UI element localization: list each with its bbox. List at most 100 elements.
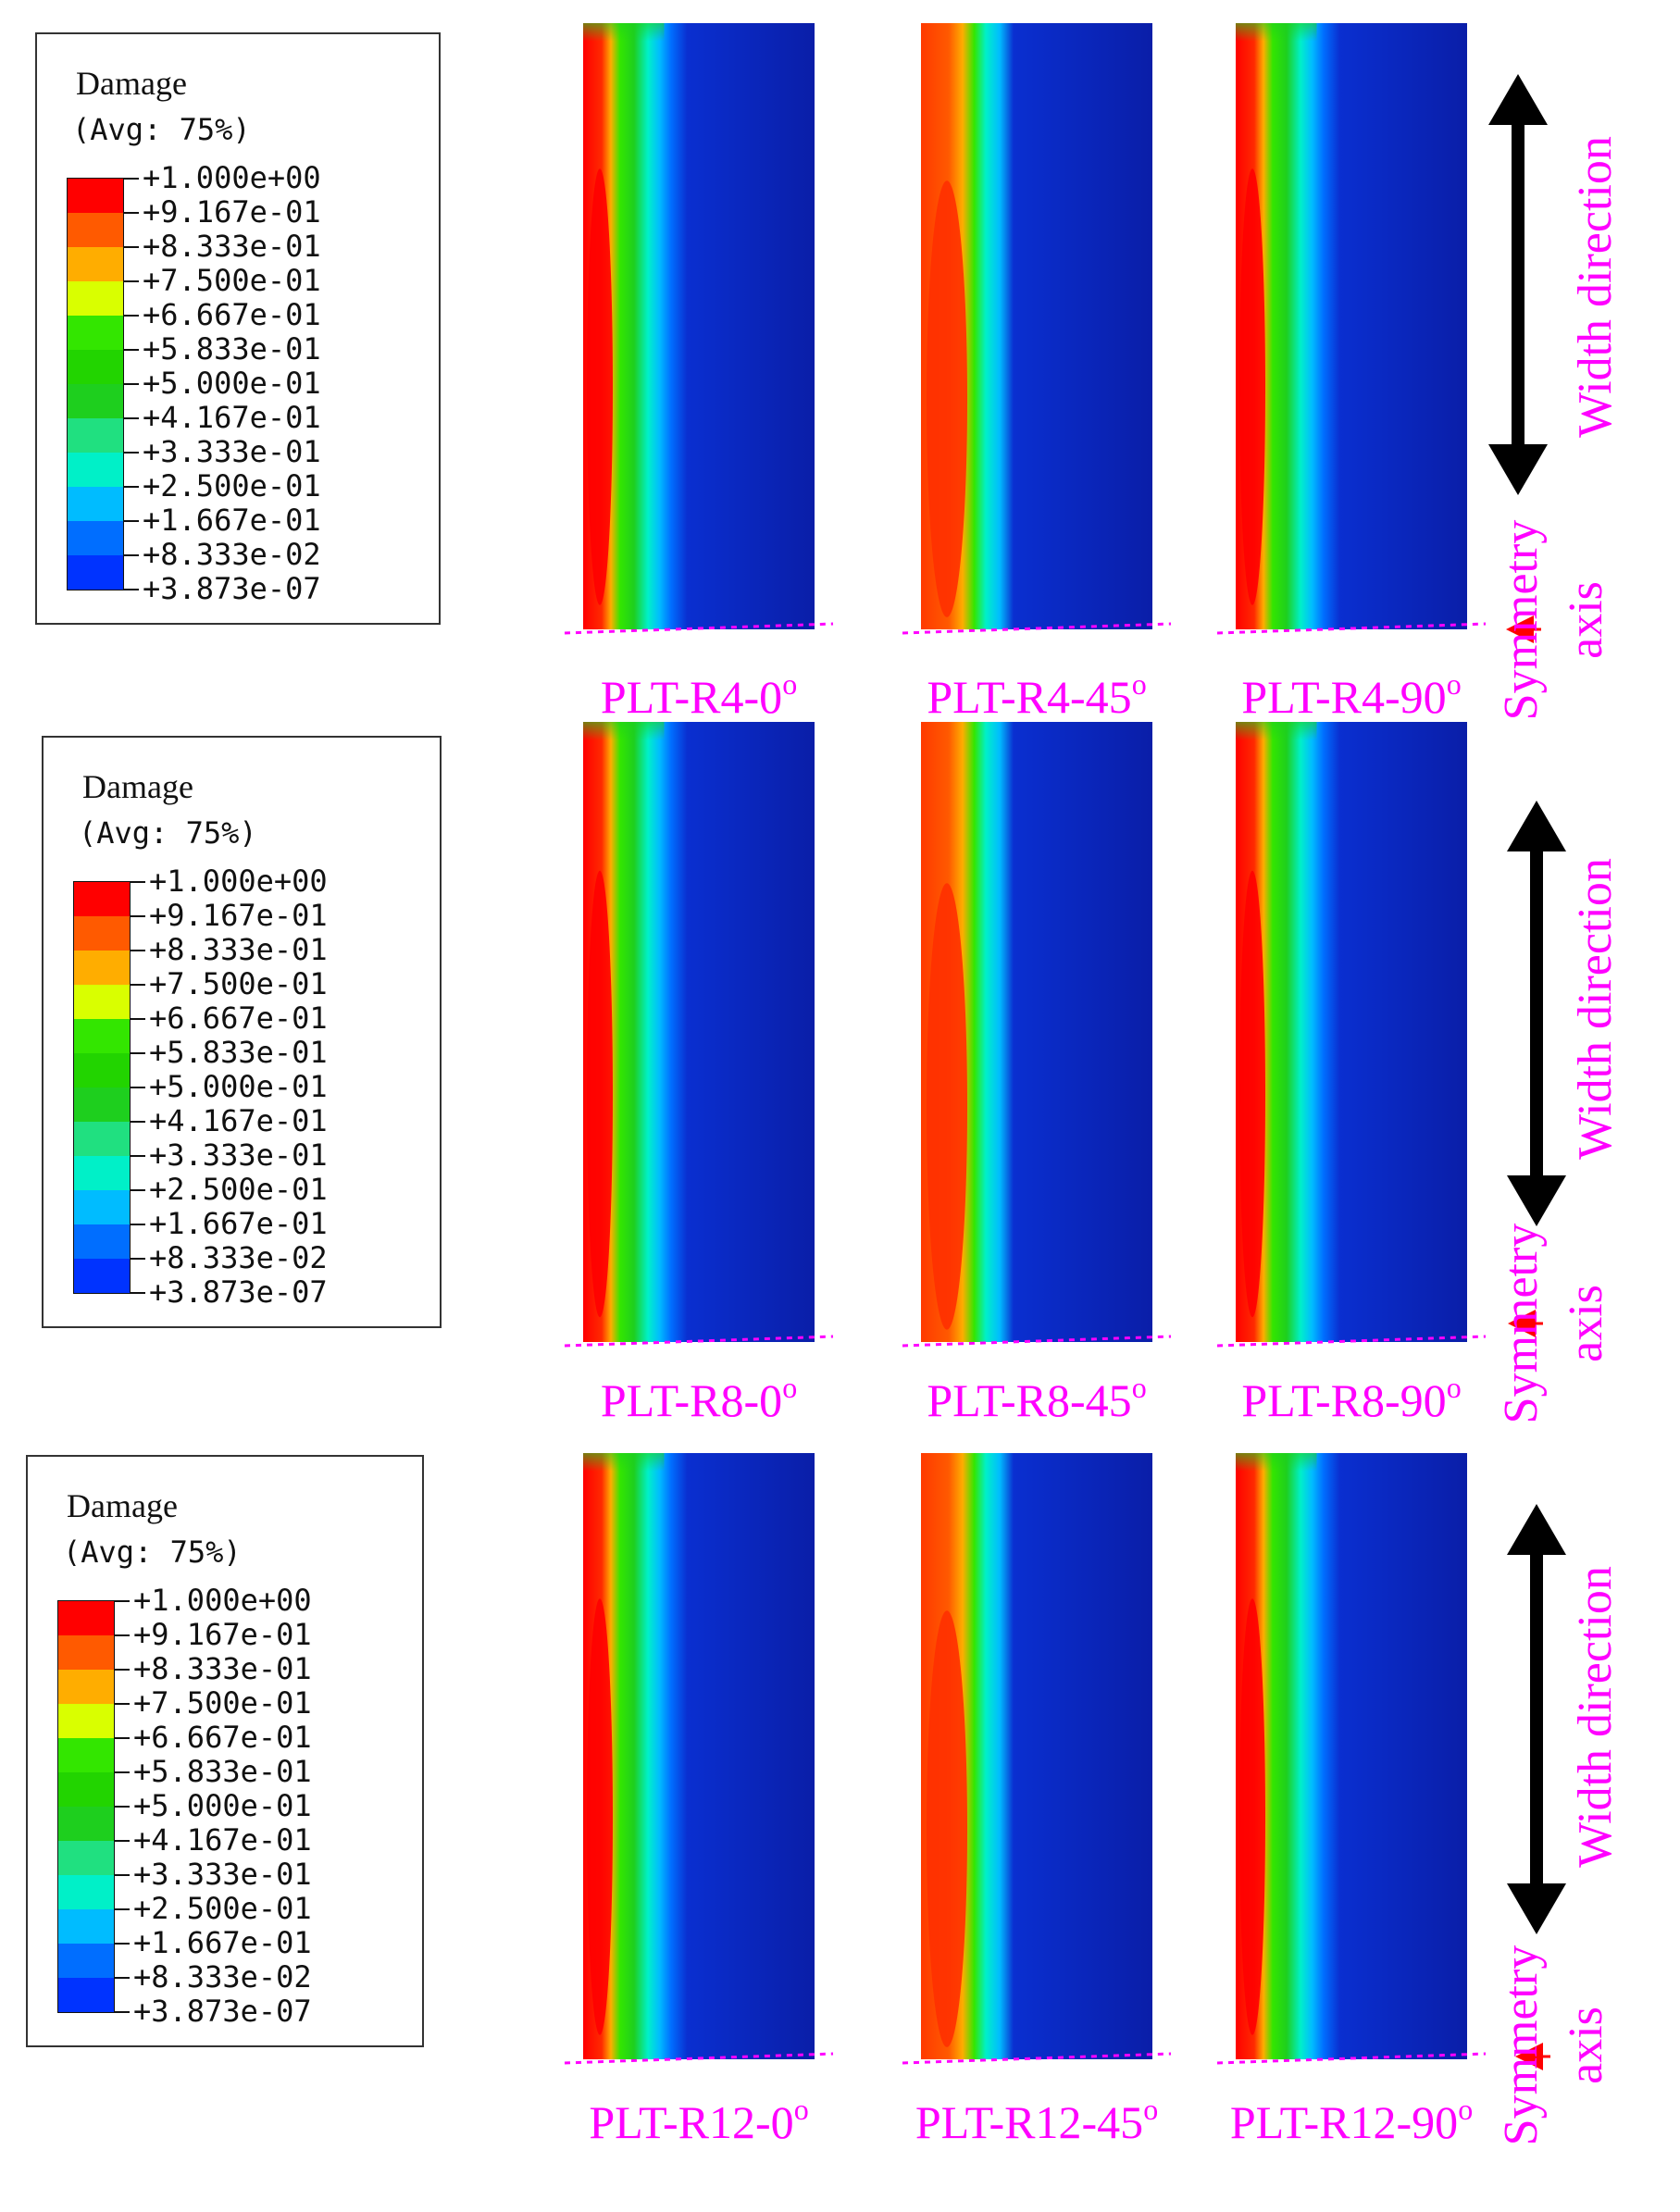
legend-value: +3.873e-07: [149, 1274, 328, 1310]
legend-tick: [131, 1018, 145, 1020]
symmetry-label: Symmetry: [1495, 520, 1548, 721]
symmetry-label: Symmetry: [1495, 1945, 1548, 2146]
legend-tick: [124, 589, 139, 590]
width-direction-label: Width direction: [1569, 136, 1622, 438]
axis-label: axis: [1560, 581, 1612, 659]
legend-colorbar: [73, 881, 131, 1294]
legend-swatch: [68, 418, 123, 454]
legend-value: +1.667e-01: [133, 1925, 312, 1960]
legend-value: +1.000e+00: [133, 1583, 312, 1618]
legend-value: +8.333e-01: [133, 1651, 312, 1686]
legend-value: +3.873e-07: [143, 571, 321, 606]
legend-swatch: [58, 1670, 114, 1705]
legend-value: +1.000e+00: [149, 864, 328, 899]
panel-top-band: [583, 722, 665, 877]
legend-value: +5.833e-01: [143, 331, 321, 367]
damage-core: [927, 883, 967, 1330]
width-direction-arrow: [1507, 1504, 1566, 1934]
contour-panel: [1216, 722, 1487, 1348]
legend-tick: [115, 1874, 130, 1876]
legend-tick: [124, 280, 139, 282]
legend-tick: [115, 1634, 130, 1636]
legend-tick: [131, 881, 145, 883]
symmetry-line: [564, 1335, 834, 1348]
legend-value: +3.333e-01: [143, 434, 321, 469]
legend-swatch: [74, 1259, 130, 1294]
legend-swatch: [74, 882, 130, 917]
legend-value: +7.500e-01: [143, 263, 321, 298]
legend-swatch: [58, 1944, 114, 1979]
symmetry-line: [1216, 622, 1487, 635]
panel-label: PLT-R8-90o: [1241, 1371, 1461, 1426]
legend-tick: [115, 1840, 130, 1842]
legend-value: +5.833e-01: [133, 1754, 312, 1789]
legend-tick: [115, 1771, 130, 1773]
legend-box: Damage (Avg: 75%) +1.000e+00 +9.167e-01 +8.3…: [35, 32, 441, 625]
contour-panels: [564, 23, 1487, 2065]
width-direction-arrow: [1507, 801, 1566, 1226]
arrow-head-up: [1507, 1504, 1566, 1555]
symmetry-line: [902, 2052, 1172, 2065]
legend-tick: [115, 1943, 130, 1945]
legend-tick: [124, 212, 139, 214]
legend-tick: [115, 1806, 130, 1808]
arrow-head-down: [1488, 444, 1548, 495]
panel-label: PLT-R12-0o: [589, 2093, 808, 2148]
panel-label: PLT-R4-45o: [927, 667, 1146, 723]
legend-tick: [131, 984, 145, 986]
legend-title: Damage: [67, 1487, 178, 1524]
panel-label: PLT-R8-45o: [927, 1371, 1146, 1426]
legend-value: +3.873e-07: [133, 1994, 312, 2029]
damage-core: [927, 180, 967, 617]
legend-swatch: [74, 951, 130, 986]
legend-value: +2.500e-01: [133, 1891, 312, 1926]
panel-label: PLT-R12-90o: [1230, 2093, 1473, 2148]
legend-tick: [115, 2011, 130, 2013]
legend-value: +3.333e-01: [133, 1857, 312, 1892]
legend-tick: [115, 1669, 130, 1671]
legend-swatch: [58, 1909, 114, 1945]
legend-tick: [131, 1258, 145, 1260]
contour-panel: [1216, 23, 1487, 635]
legend-value: +5.000e-01: [149, 1069, 328, 1104]
panel-label: PLT-R8-0o: [601, 1371, 797, 1426]
panel-top-band: [583, 23, 665, 175]
legend-swatch: [68, 316, 123, 351]
axis-label: axis: [1560, 1285, 1612, 1362]
legend-value: +6.667e-01: [133, 1720, 312, 1755]
legend-value: +1.667e-01: [149, 1206, 328, 1241]
legend-swatch: [74, 1122, 130, 1157]
panel-top-band: [583, 1453, 665, 1605]
symmetry-line: [902, 622, 1172, 635]
legend-tick: [115, 1703, 130, 1705]
legend-tick: [131, 1052, 145, 1054]
legend-box: Damage (Avg: 75%) +1.000e+00 +9.167e-01 +8.3…: [26, 1455, 424, 2047]
legend-value: +9.167e-01: [133, 1617, 312, 1652]
damage-core: [587, 870, 613, 1318]
legend-tick: [124, 554, 139, 556]
legend-swatch: [58, 1978, 114, 2013]
legend-tick: [124, 383, 139, 385]
legend-tick: [131, 1155, 145, 1157]
panel-labels: PLT-R4-0o PLT-R4-45o PLT-R4-90o PLT-R8-0o PL…: [589, 667, 1473, 2148]
contour-panel: [564, 722, 834, 1348]
panel-top-band: [1236, 23, 1317, 175]
legend-tick: [124, 315, 139, 317]
legend-avg: (Avg: 75%): [79, 815, 257, 851]
legend-value: +8.333e-02: [133, 1959, 312, 1995]
legend-value: +9.167e-01: [143, 194, 321, 230]
legend-tick: [131, 915, 145, 917]
legend-tick: [124, 417, 139, 419]
legend-title: Damage: [76, 65, 187, 102]
arrow-head-up: [1507, 801, 1566, 851]
damage-core: [587, 1598, 613, 2035]
legend-tick: [115, 1977, 130, 1979]
legend-tick: [124, 520, 139, 522]
width-direction-arrow: [1488, 74, 1548, 495]
legend-avg: (Avg: 75%): [63, 1535, 242, 1570]
legend-swatch: [68, 453, 123, 488]
legend-value: +2.500e-01: [149, 1172, 328, 1207]
arrow-head-up: [1488, 74, 1548, 125]
legend-value: +4.167e-01: [133, 1822, 312, 1858]
symmetry-line: [564, 2052, 834, 2065]
